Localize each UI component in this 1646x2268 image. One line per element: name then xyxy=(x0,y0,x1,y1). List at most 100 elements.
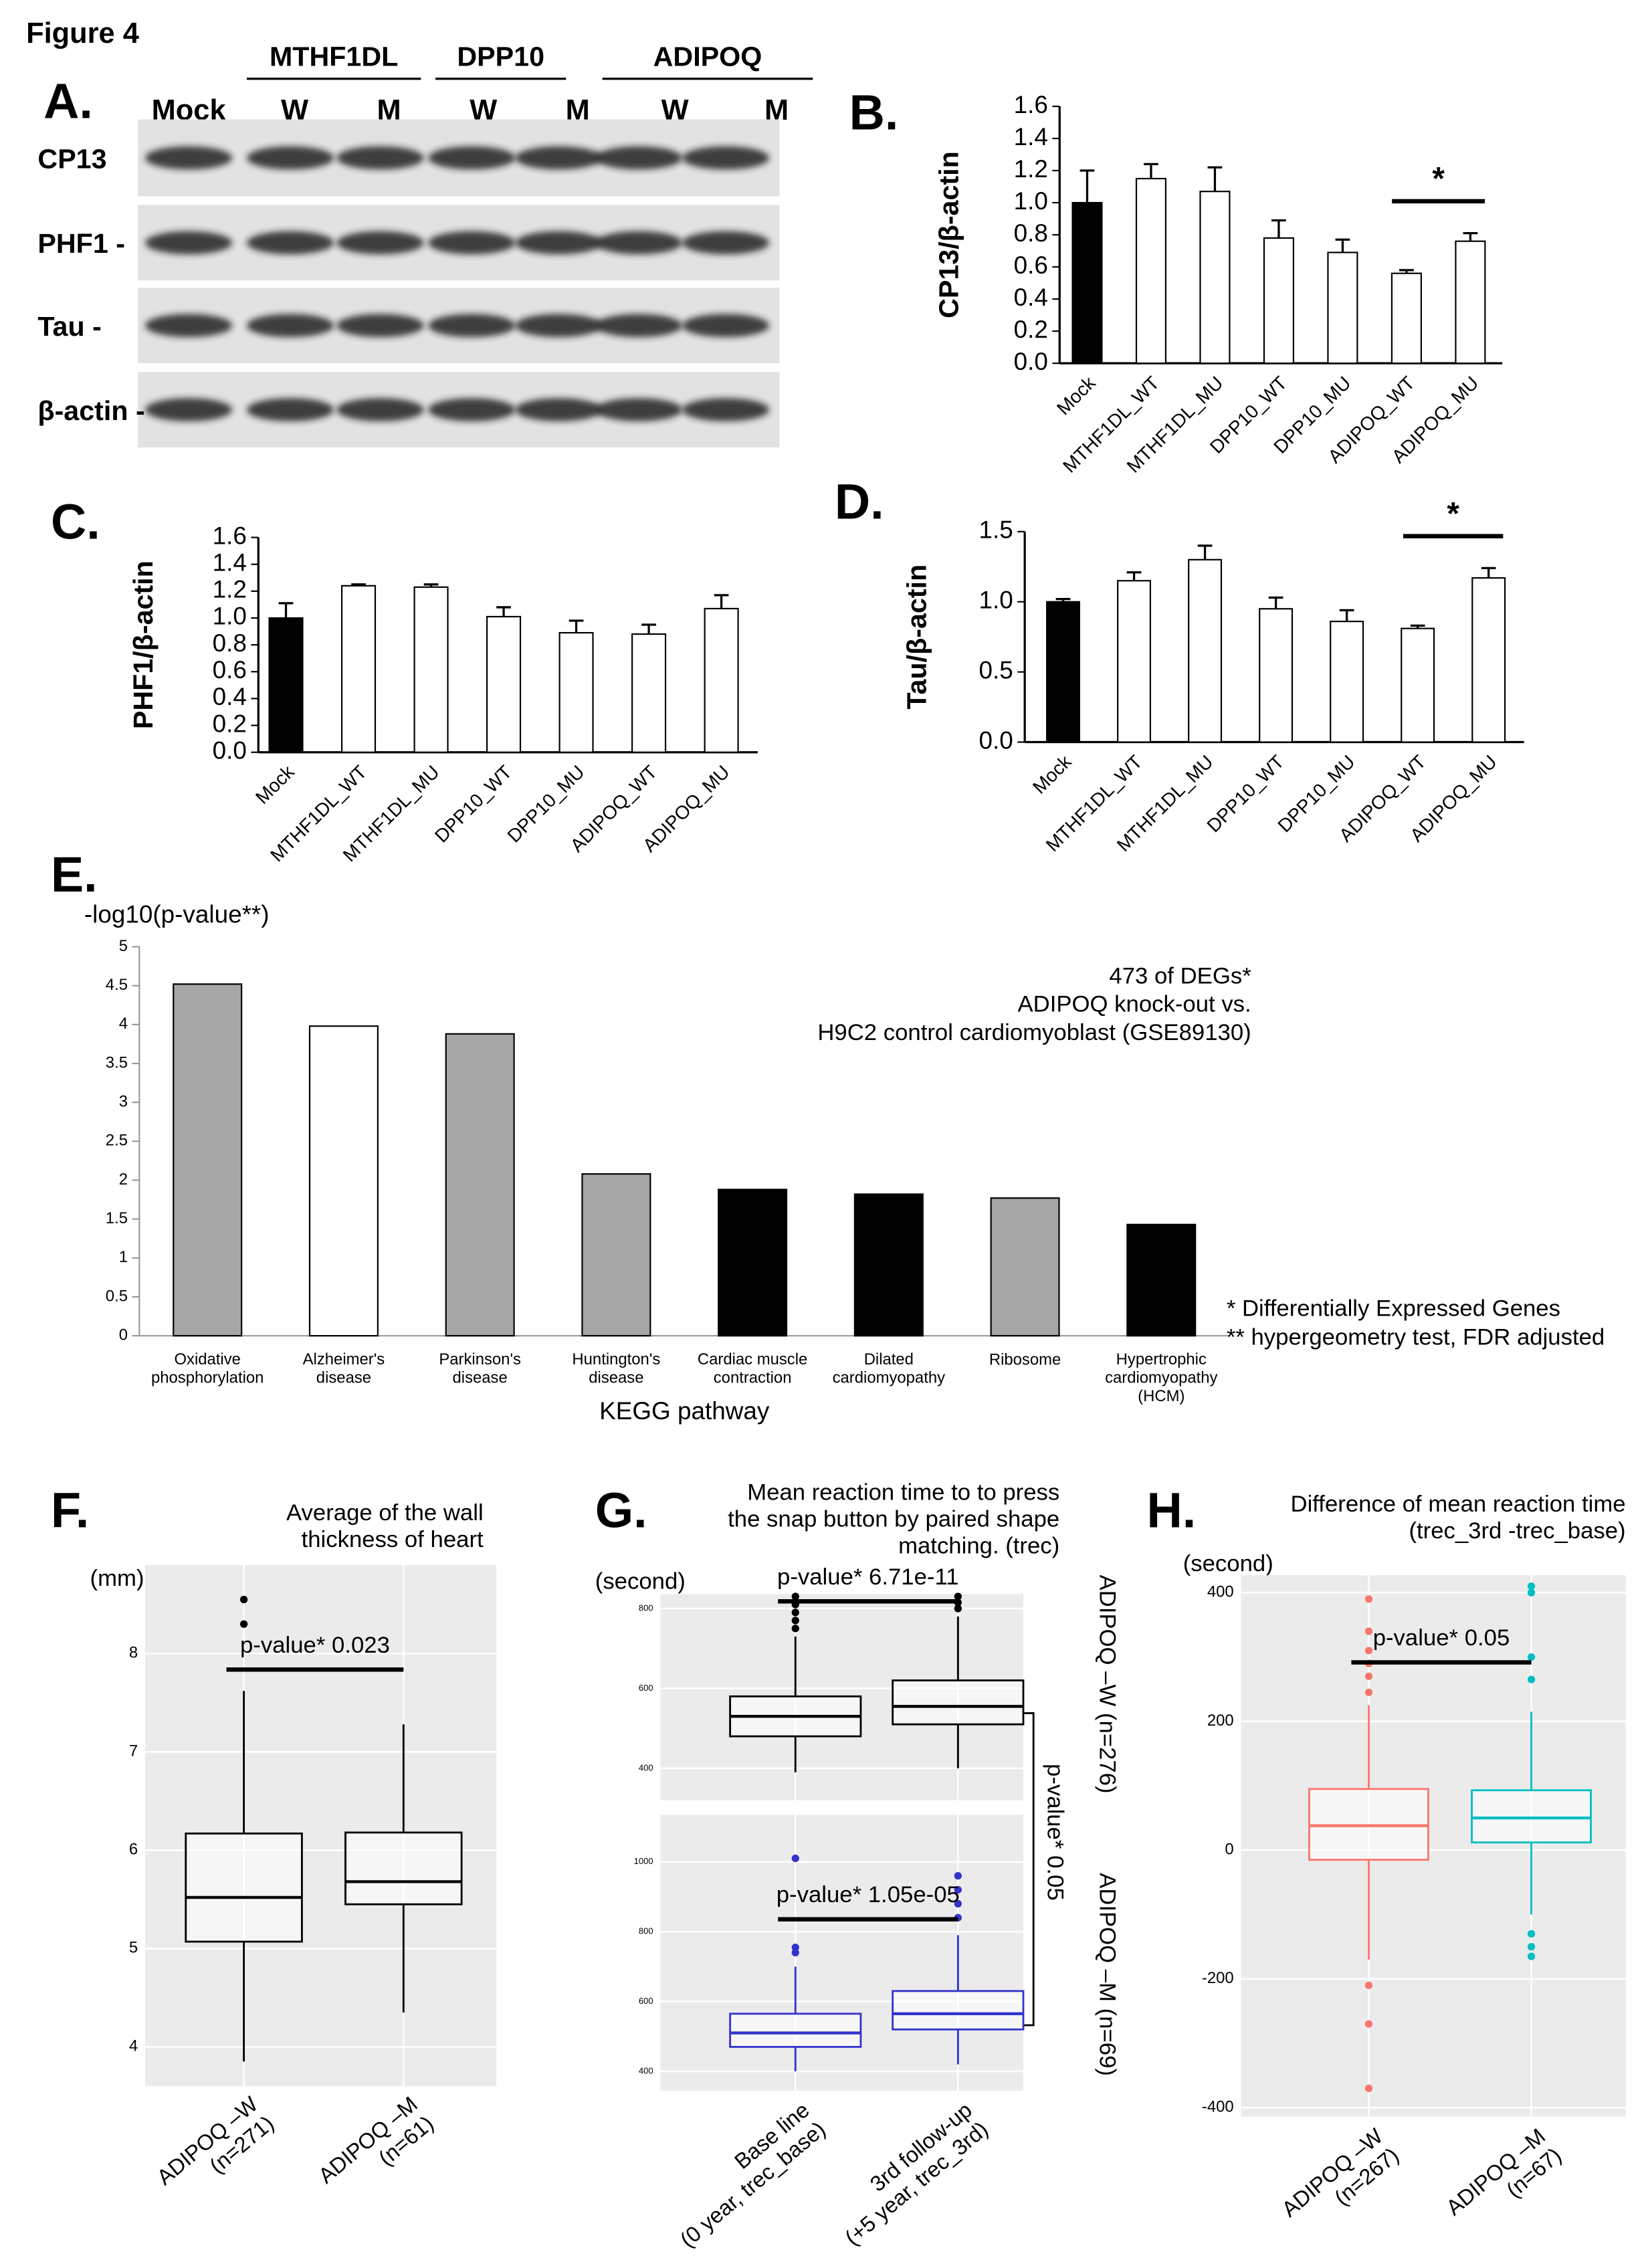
outlier xyxy=(791,1625,799,1633)
outlier xyxy=(1527,1942,1536,1951)
x-tick-label: Dilated cardiomyopathy xyxy=(833,1350,945,1386)
bar xyxy=(340,585,377,753)
x-tick-label: ADIPOQ –M(n=61) xyxy=(314,2091,438,2207)
side-label: ADIPOQ –W (n=276) xyxy=(1095,1574,1120,1793)
blot-band xyxy=(682,146,770,170)
y-tick-label: 600 xyxy=(639,1996,653,2006)
bar xyxy=(990,1197,1060,1337)
bar xyxy=(1259,608,1294,743)
plot-background xyxy=(145,1565,497,2087)
box xyxy=(892,1679,1025,1726)
y-tick-label: 0.6 xyxy=(213,656,247,684)
panel-label: G. xyxy=(595,1483,647,1538)
y-axis-label: (second) xyxy=(1183,1551,1273,1576)
bracket xyxy=(1023,1712,1035,2027)
outlier xyxy=(1364,2084,1373,2093)
x-tick-label: Mock xyxy=(1052,371,1100,419)
x-tick-label: ADIPOQ –W(n=267) xyxy=(1277,2124,1403,2241)
outlier xyxy=(1527,1588,1536,1596)
bar xyxy=(1199,191,1231,365)
outlier xyxy=(1527,1582,1536,1590)
bar xyxy=(1117,580,1152,743)
row-label: PHF1 - xyxy=(37,228,125,259)
y-tick-label: -400 xyxy=(1202,2098,1234,2116)
y-tick-label: 0.0 xyxy=(213,736,247,764)
outlier xyxy=(1364,1647,1373,1655)
bar xyxy=(486,615,522,753)
annotation: p-value* 1.05e-05 xyxy=(777,1882,960,1908)
y-tick-label: 6 xyxy=(129,1841,138,1859)
blot-band xyxy=(145,231,233,255)
bar xyxy=(1455,240,1486,365)
y-tick-label: 0.2 xyxy=(1014,316,1048,343)
y-tick-label: 1000 xyxy=(634,1856,653,1866)
y-tick-label: 1.0 xyxy=(1014,187,1048,215)
bar xyxy=(631,633,667,753)
x-tick-label: Base line(0 year, trec_base) xyxy=(659,2097,830,2252)
annotation: p-value* 0.023 xyxy=(240,1633,390,1658)
group-label: MTHF1DL xyxy=(270,41,398,72)
box xyxy=(892,1990,1025,2031)
y-tick-label: 0.5 xyxy=(979,656,1013,684)
plot-background xyxy=(660,1815,1023,2091)
panel-label: C. xyxy=(51,494,100,550)
blot-band xyxy=(515,231,603,255)
panel-label: D. xyxy=(835,474,884,529)
error-bar xyxy=(1197,544,1213,560)
row-label: β-actin - xyxy=(37,395,144,426)
bar xyxy=(1135,177,1167,365)
bar xyxy=(1046,601,1080,743)
y-axis-label: PHF1/β-actin xyxy=(128,560,159,729)
outlier xyxy=(791,1592,799,1601)
x-tick-label: Huntington's disease xyxy=(572,1350,660,1386)
x-tick-label: Mock xyxy=(251,760,298,808)
outlier xyxy=(1527,1952,1536,1960)
outlier xyxy=(1527,1675,1536,1683)
y-tick-label: 0.5 xyxy=(106,1287,128,1305)
y-tick-label: 0.0 xyxy=(1014,348,1048,375)
blot-band xyxy=(428,314,516,338)
outlier xyxy=(791,1948,799,1957)
y-tick-label: 4 xyxy=(119,1015,128,1033)
blot-band xyxy=(246,231,334,255)
x-tick-label: DPP10_WT xyxy=(430,761,516,847)
error-bar xyxy=(641,623,656,635)
error-bar xyxy=(714,594,729,609)
blot-band xyxy=(515,314,603,338)
bar xyxy=(1401,627,1435,743)
y-tick-label: 5 xyxy=(129,1939,138,1957)
y-tick-label: 600 xyxy=(639,1683,653,1693)
x-tick-label: Hypertrophic cardiomyopathy (HCM) xyxy=(1105,1350,1217,1405)
outlier xyxy=(1364,1627,1373,1635)
blot-band xyxy=(145,398,233,421)
y-tick-label: 800 xyxy=(639,1926,653,1936)
blot-band xyxy=(336,231,424,255)
error-bar xyxy=(1481,566,1496,579)
blot-band xyxy=(246,146,334,170)
blot-band xyxy=(336,146,424,170)
blot-band xyxy=(515,398,603,421)
bar xyxy=(308,1025,379,1337)
y-tick-label: 1.6 xyxy=(1014,91,1048,118)
x-axis-label: KEGG pathway xyxy=(599,1397,770,1425)
outlier xyxy=(954,1885,962,1894)
footnote: ** hypergeometry test, FDR adjusted xyxy=(1227,1325,1605,1350)
annotation: 473 of DEGs* xyxy=(1109,963,1251,989)
bracket-label: p-value* 0.05 xyxy=(1042,1764,1067,1901)
panel-label: B. xyxy=(849,85,899,140)
y-tick-label: 0.8 xyxy=(1014,219,1048,247)
y-tick-label: 1.2 xyxy=(1014,155,1048,183)
error-bar xyxy=(1339,609,1354,622)
blot-band xyxy=(595,314,682,338)
bar xyxy=(1330,621,1364,743)
x-tick-label: Cardiac muscle contraction xyxy=(698,1350,807,1386)
panel-label: H. xyxy=(1146,1483,1196,1538)
bar xyxy=(1188,558,1223,743)
box xyxy=(344,1831,463,1905)
blot-band xyxy=(246,398,334,421)
error-bar xyxy=(1268,596,1283,609)
y-tick-label: 1 xyxy=(119,1248,128,1266)
significance-label: * xyxy=(1432,161,1445,197)
error-bar xyxy=(1207,166,1223,192)
